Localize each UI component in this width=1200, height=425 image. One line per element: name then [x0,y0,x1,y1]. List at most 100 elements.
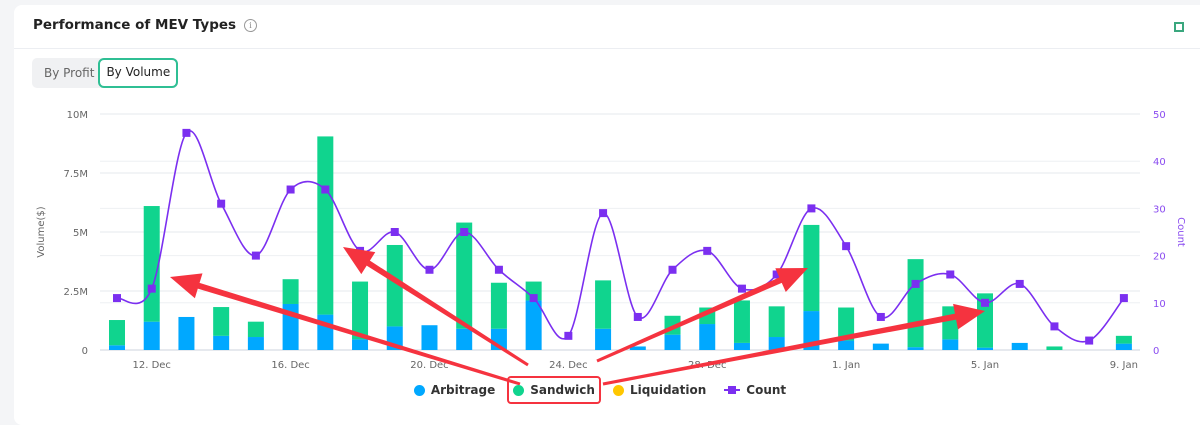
count-marker [842,242,851,251]
bar-sandwich [733,300,750,343]
bar-arbitrage [1011,342,1028,350]
bar-sandwich [490,282,507,329]
y-axis-title: Volume($) [36,206,47,257]
x-tick-label: 5. Jan [971,360,999,371]
bar-arbitrage [109,345,125,350]
bar-arbitrage [942,339,959,350]
y-tick-label: 5M [73,228,88,239]
bar-sandwich [456,222,473,329]
bar-arbitrage [664,334,681,350]
bar-sandwich [213,307,230,336]
by-volume-tab[interactable]: By Volume [98,58,179,88]
metric-toggle: By Profit By Volume [32,58,179,88]
legend: Arbitrage Sandwich Liquidation Count [0,383,1200,397]
bar-sandwich [109,320,125,346]
legend-arbitrage[interactable]: Arbitrage [413,383,496,397]
count-marker [772,270,781,279]
count-marker [668,265,677,274]
y-tick-label: 2.5M [63,287,88,298]
bar-arbitrage [907,347,924,350]
legend-label: Arbitrage [430,383,496,397]
bar-arbitrage [421,325,438,350]
count-marker [321,185,330,194]
bar-arbitrage [733,342,750,350]
y-tick-label: 10M [67,110,88,121]
count-marker [633,312,642,321]
count-marker [182,128,191,137]
bar-sandwich [595,280,612,329]
count-marker [286,185,295,194]
arbitrage-dot-icon [413,384,425,396]
bar-arbitrage [977,347,993,350]
bar-arbitrage [247,337,264,350]
bar-sandwich [1115,335,1132,344]
bar-arbitrage [699,324,716,350]
bar-arbitrage [456,328,473,350]
expand-icon[interactable] [1174,22,1184,32]
bar-arbitrage [317,314,334,350]
count-marker [946,270,955,279]
legend-label: Liquidation [629,383,707,397]
annotation-arrow [170,273,521,386]
legend-liquidation[interactable]: Liquidation [612,383,707,397]
count-marker [460,228,469,236]
count-marker [1015,279,1024,288]
y2-axis-title: Count [1175,217,1186,247]
count-marker [529,294,538,303]
by-profit-tab[interactable]: By Profit [44,66,95,80]
annotation-arrow [596,268,808,363]
bar-arbitrage [213,335,230,350]
annotation-arrow [343,247,529,367]
x-tick-label: 20. Dec [410,360,448,371]
legend-label: Sandwich [530,383,595,397]
x-tick-label: 24. Dec [549,360,587,371]
info-icon[interactable]: i [244,18,258,32]
liquidation-dot-icon [612,384,624,396]
bar-arbitrage [1115,343,1132,350]
count-marker [564,331,573,340]
bar-sandwich [282,279,299,304]
count-marker [251,251,260,260]
count-marker [703,246,712,255]
sandwich-dot-icon [513,384,525,396]
count-marker [425,265,434,274]
y-tick-label: 0 [82,346,88,357]
count-marker [807,204,816,213]
bar-sandwich [977,293,993,348]
bar-sandwich [1046,346,1063,350]
bar-sandwich [317,136,334,315]
legend-sandwich[interactable]: Sandwich [513,383,595,397]
y2-tick-label: 20 [1153,252,1166,263]
x-tick-label: 9. Jan [1110,360,1138,371]
bar-arbitrage [768,337,785,350]
annotation-arrow [602,303,985,386]
count-marker [911,279,920,288]
y2-tick-label: 10 [1153,299,1166,310]
bar-arbitrage [595,328,612,350]
count-marker [147,284,156,293]
bar-sandwich [838,307,855,341]
x-tick-label: 12. Dec [133,360,171,371]
count-marker [876,312,885,321]
chart-canvas: 0 2.5M 5M 7.5M 10M 0 10 20 30 40 50 Volume($) Count 1… [36,110,1186,386]
count-marker [737,284,746,293]
count-marker [113,294,121,303]
bar-sandwich [386,244,403,327]
y-tick-label: 7.5M [63,169,88,180]
y2-tick-label: 50 [1153,110,1166,121]
legend-count[interactable]: Count [724,383,786,397]
bar-arbitrage [178,316,195,350]
bar-arbitrage [629,346,646,350]
bar-arbitrage [352,339,369,350]
count-marker [1085,336,1094,345]
legend-label: Count [746,383,787,397]
card-header: Performance of MEV Types i [14,5,1200,49]
bar-sandwich [352,281,369,340]
card-title-group: Performance of MEV Types i [33,17,258,33]
count-line-icon [724,386,741,394]
bar-arbitrage [838,340,855,350]
count-marker [390,228,399,236]
bar-arbitrage [872,343,889,350]
x-tick-label: 16. Dec [271,360,309,371]
bar-sandwich [803,224,820,312]
